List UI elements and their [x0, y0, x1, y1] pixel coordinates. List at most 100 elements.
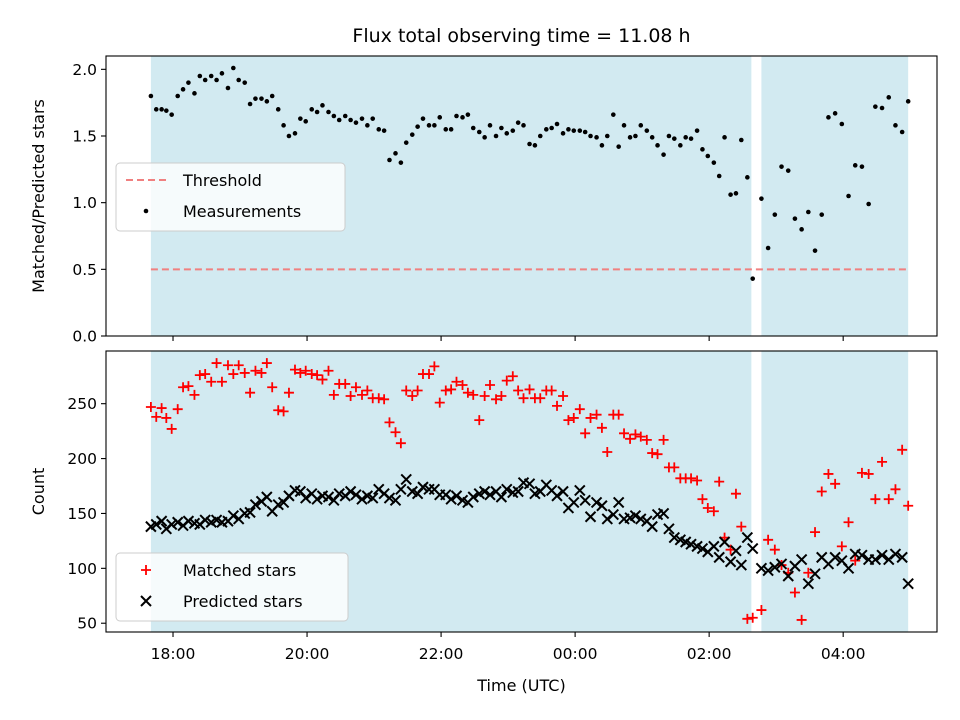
predicted-stars-point [718, 536, 731, 548]
measurements-point [460, 115, 465, 120]
predicted-stars-point [596, 500, 608, 512]
matched-stars-point [379, 394, 390, 405]
matched-stars-point [317, 374, 328, 385]
matched-stars-point [903, 500, 914, 511]
measurements-point [387, 157, 392, 163]
predicted-stars-point [261, 491, 273, 503]
measurements-point [716, 173, 722, 179]
predicted-stars-point [417, 481, 429, 493]
matched-stars-point [669, 462, 680, 473]
x-tick-label: 18:00 [151, 645, 196, 663]
measurements-point [515, 120, 521, 125]
matched-stars-point [877, 456, 888, 467]
matched-stars-point [183, 381, 194, 392]
predicted-stars-point [523, 478, 536, 490]
predicted-stars-point [601, 513, 613, 525]
measurements-point [236, 77, 241, 83]
measurements-point [554, 121, 560, 127]
measurements-point [409, 132, 415, 137]
legend-x-marker [140, 595, 152, 607]
predicted-stars-point [478, 485, 491, 498]
matched-stars-point [357, 389, 368, 400]
matched-stars-point [340, 378, 351, 389]
predicted-stars-point [663, 523, 675, 535]
matched-stars-point [641, 434, 652, 445]
ratio-axes-frame [105, 55, 938, 337]
measurements-point [370, 116, 376, 121]
measurements-point [532, 143, 538, 148]
measurements-point [499, 125, 504, 131]
predicted-stars-point [741, 531, 754, 544]
count-y-axis-label: Count [29, 468, 48, 516]
predicted-stars-point [551, 490, 563, 502]
matched-stars-point [769, 544, 780, 555]
matched-stars-point [708, 506, 719, 517]
predicted-stars-point [795, 553, 808, 566]
x-tick-label: 04:00 [821, 645, 866, 663]
predicted-stars-point [713, 551, 725, 564]
matched-stars-point [830, 478, 841, 489]
matched-stars-point [485, 380, 496, 391]
x-tick-label: 20:00 [285, 645, 330, 663]
count-y-tick-label: 150 [67, 505, 97, 523]
measurements-point [604, 133, 610, 139]
measurements-point [437, 115, 443, 120]
matched-stars-point [883, 494, 894, 505]
measurements-point [832, 111, 838, 116]
ratio-observing-span-1 [761, 56, 909, 336]
predicted-stars-point [165, 518, 178, 531]
predicted-stars-point [646, 520, 658, 533]
predicted-stars-point [856, 549, 868, 561]
ratio-y-tick-label: 2.0 [72, 61, 97, 79]
predicted-stars-point [724, 556, 737, 568]
measurements-point [772, 212, 778, 217]
ratio-y-tick-label: 1.5 [72, 128, 97, 146]
measurements-point [275, 107, 281, 112]
predicted-stars-point [735, 559, 748, 571]
predicted-stars-point [300, 492, 312, 504]
matched-stars-point [200, 369, 211, 380]
matched-stars-point [457, 380, 468, 391]
predicted-stars-point [367, 492, 379, 504]
measurements-point [582, 129, 588, 135]
predicted-stars-point [395, 483, 407, 496]
matched-stars-point [843, 517, 854, 528]
measurements-point [348, 117, 353, 123]
measurements-point [728, 192, 733, 197]
measurements-point [644, 128, 650, 133]
predicted-stars-point [557, 485, 569, 498]
measurements-point [493, 133, 499, 139]
matched-stars-point [278, 406, 289, 417]
legend-label: Matched stars [183, 561, 296, 580]
matched-stars-point [479, 391, 490, 402]
matched-stars-point [619, 428, 630, 439]
measurements-point [448, 127, 454, 132]
matched-stars-point [323, 365, 334, 376]
predicted-stars-point [495, 491, 508, 503]
count-y-tick-label: 50 [77, 615, 97, 633]
measurements-point [799, 227, 804, 232]
matched-stars-point [451, 376, 462, 387]
measurements-point [627, 135, 633, 140]
measurements-point [792, 216, 798, 221]
matched-stars-point [491, 394, 502, 405]
matched-stars-point [613, 409, 624, 420]
measurements-point [739, 137, 744, 143]
matched-stars-point [306, 369, 317, 380]
measurements-point [616, 144, 621, 149]
measurements-point [700, 147, 705, 152]
measurements-point [599, 143, 605, 148]
measurements-point [873, 104, 878, 109]
predicted-stars-point [501, 483, 513, 496]
matched-stars-point [261, 358, 272, 369]
measurements-point [750, 276, 756, 281]
measurements-point [286, 133, 292, 139]
measurements-point [510, 128, 516, 133]
measurements-point [688, 136, 694, 141]
matched-stars-point [384, 417, 395, 428]
measurements-point [745, 175, 750, 180]
matched-stars-point [273, 405, 284, 416]
measurements-point [381, 128, 387, 133]
measurements-point [247, 101, 253, 107]
matched-stars-point [863, 468, 874, 479]
